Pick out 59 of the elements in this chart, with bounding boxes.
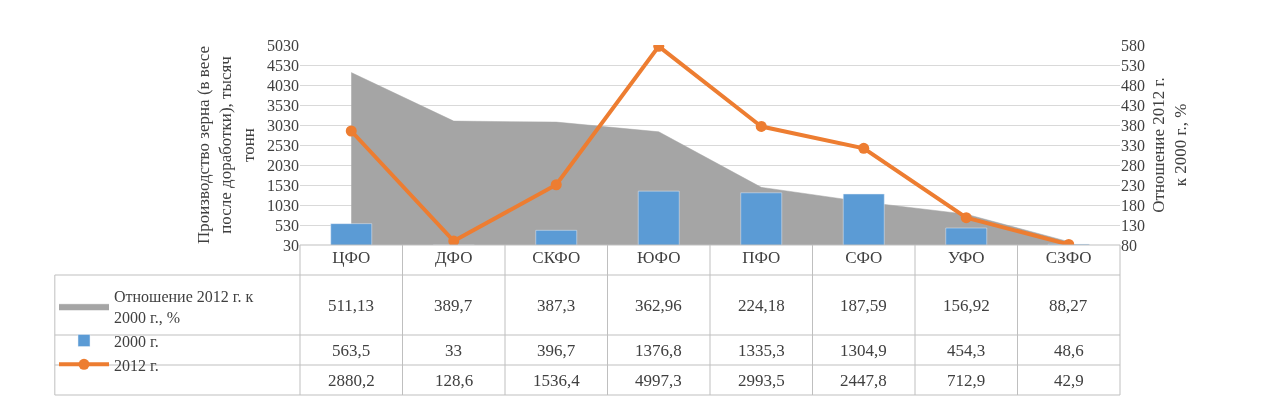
y-tick-label: 3030 bbox=[267, 116, 299, 134]
data-label: 224,18 bbox=[738, 296, 785, 315]
x-tick-label: УФО bbox=[947, 248, 985, 267]
data-label: 712,9 bbox=[947, 371, 986, 390]
y-tick-label: 2030 bbox=[267, 156, 299, 174]
data-label: 2447,8 bbox=[840, 371, 887, 390]
y-tick-label: 1030 bbox=[267, 196, 299, 214]
data-label: 2880,2 bbox=[328, 371, 375, 390]
data-label: 1536,4 bbox=[533, 371, 581, 390]
y-tick-label: 4030 bbox=[267, 76, 299, 94]
y-tick-label: 30 bbox=[283, 236, 299, 254]
data-label: 362,96 bbox=[635, 296, 682, 315]
x-tick-label: ЦФО bbox=[332, 248, 371, 267]
data-label: 128,6 bbox=[435, 371, 474, 390]
data-label: 396,7 bbox=[537, 341, 576, 360]
x-tick-label: ЮФО bbox=[637, 248, 681, 267]
y2-tick-label: 180 bbox=[1121, 196, 1145, 214]
data-label: 187,59 bbox=[840, 296, 887, 315]
legend-label: 2000 г. bbox=[114, 332, 159, 350]
data-label: 511,13 bbox=[328, 296, 375, 315]
data-label: 563,5 bbox=[332, 341, 371, 360]
y2-tick-label: 80 bbox=[1121, 236, 1137, 254]
data-label: 42,9 bbox=[1054, 371, 1084, 390]
data-label: 156,92 bbox=[943, 296, 990, 315]
y-tick-label: 530 bbox=[275, 216, 299, 234]
y2-tick-label: 530 bbox=[1121, 56, 1145, 74]
data-label: 1304,9 bbox=[840, 341, 887, 360]
x-tick-label: СФО bbox=[845, 248, 883, 267]
y2-tick-label: 280 bbox=[1121, 156, 1145, 174]
data-label: 33 bbox=[445, 341, 462, 360]
legend-label: Отношение 2012 г. к 2000 г., % bbox=[114, 288, 254, 326]
x-tick-label: ПФО bbox=[742, 248, 781, 267]
y2-tick-label: 480 bbox=[1121, 76, 1145, 94]
y2-tick-label: 380 bbox=[1121, 116, 1145, 134]
data-label: 48,6 bbox=[1054, 341, 1084, 360]
y2-tick-label: 580 bbox=[1121, 36, 1145, 54]
data-label: 389,7 bbox=[434, 296, 473, 315]
data-label: 1376,8 bbox=[635, 341, 682, 360]
x-tick-label: ДФО bbox=[434, 248, 473, 267]
y2-tick-label: 130 bbox=[1121, 216, 1145, 234]
x-tick-label: СЗФО bbox=[1045, 248, 1092, 267]
x-tick-label: СКФО bbox=[532, 248, 581, 267]
y2-axis-title: Отношение 2012 г. к 2000 г., % bbox=[1149, 77, 1191, 213]
y-tick-label: 1530 bbox=[267, 176, 299, 194]
y2-tick-label: 430 bbox=[1121, 96, 1145, 114]
data-label: 88,27 bbox=[1049, 296, 1088, 315]
data-label: 387,3 bbox=[537, 296, 576, 315]
y-axis-title: Производство зерна (в весе после доработки), тысяч тонн bbox=[194, 45, 258, 245]
data-label: 454,3 bbox=[947, 341, 986, 360]
data-label: 2993,5 bbox=[738, 371, 785, 390]
y-tick-label: 4530 bbox=[267, 56, 299, 74]
data-label: 4997,3 bbox=[635, 371, 682, 390]
legend-label: 2012 г. bbox=[114, 356, 159, 374]
data-label: 1335,3 bbox=[738, 341, 785, 360]
y2-tick-label: 230 bbox=[1121, 176, 1145, 194]
y2-tick-label: 330 bbox=[1121, 136, 1145, 154]
y-tick-label: 2530 bbox=[267, 136, 299, 154]
y-tick-label: 5030 bbox=[267, 36, 299, 54]
y-tick-label: 3530 bbox=[267, 96, 299, 114]
